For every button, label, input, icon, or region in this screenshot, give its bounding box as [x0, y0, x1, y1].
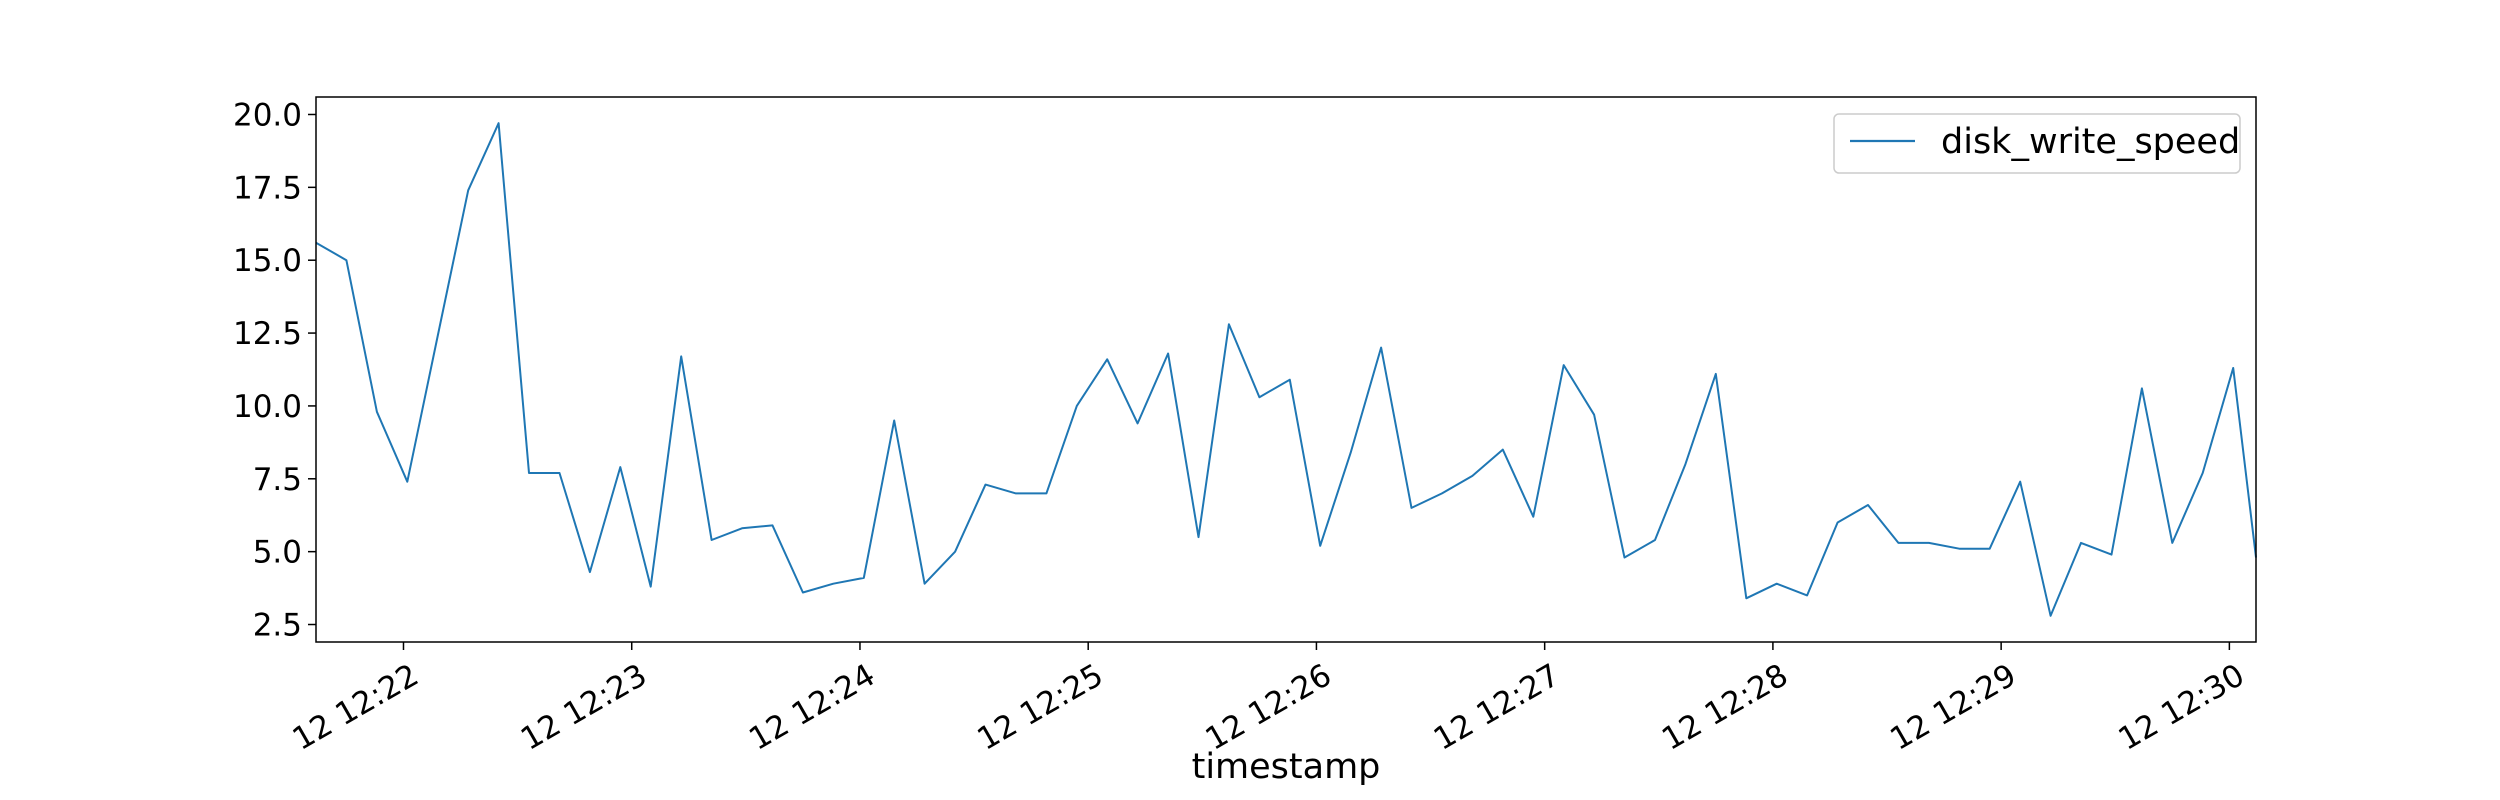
legend-label: disk_write_speed: [1941, 122, 2240, 162]
y-tick-label: 20.0: [233, 97, 302, 133]
y-tick-label: 15.0: [233, 243, 302, 279]
x-axis-title: timestamp: [1192, 747, 1381, 787]
y-tick-label: 2.5: [253, 608, 302, 644]
series-line-disk_write_speed: [315, 122, 2257, 617]
y-tick-label: 7.5: [253, 462, 302, 498]
y-axis-ticks: 2.5 5.0 7.5 10.0 12.5 15.0 17.5 20.0: [233, 97, 316, 644]
plot-frame: [315, 96, 2257, 643]
series-layer: [315, 122, 2257, 617]
y-tick-label: 5.0: [253, 535, 302, 571]
legend-box: [1833, 113, 2241, 174]
y-tick-label: 12.5: [233, 316, 302, 352]
y-tick-label: 17.5: [233, 170, 302, 206]
y-tick-label: 10.0: [233, 389, 302, 425]
legend: disk_write_speed: [1833, 113, 2241, 174]
